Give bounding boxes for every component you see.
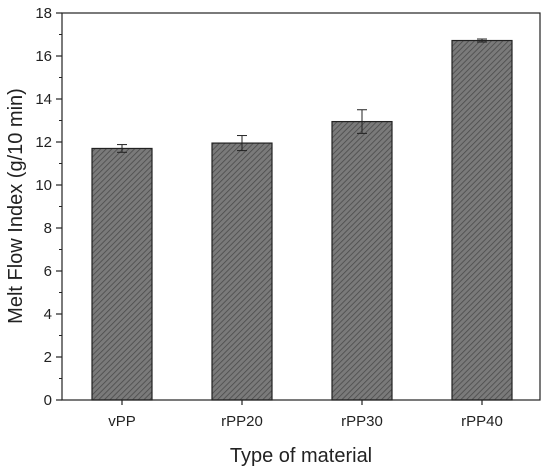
y-tick-label: 0 [44,392,52,409]
x-axis-title: Type of material [230,445,372,467]
y-tick-label: 8 [44,220,52,237]
plot-area: 0 2 4 6 8 10 12 14 16 18 vPP rPP20 rPP30 rPP40 [35,5,513,430]
bar-rPP30 [331,120,393,401]
y-axis-title: Melt Flow Index (g/10 min) [5,88,27,324]
x-tick-label: vPP [108,413,136,430]
y-tick-label: 18 [35,5,52,22]
y-tick-label: 4 [44,306,52,323]
y-tick-label: 2 [44,349,52,366]
y-tick-label: 12 [35,134,52,151]
y-tick-label: 6 [44,263,52,280]
y-tick-label: 10 [35,177,52,194]
x-tick-label: rPP20 [221,413,263,430]
x-tick-label: rPP40 [461,413,503,430]
plot-frame [61,12,541,401]
y-tick-label: 16 [35,48,52,65]
bar-rPP20 [211,142,273,401]
y-tick-label: 14 [35,91,52,108]
bar-vPP [91,147,153,401]
x-tick-label: rPP30 [341,413,383,430]
bar-rPP40 [451,39,513,401]
